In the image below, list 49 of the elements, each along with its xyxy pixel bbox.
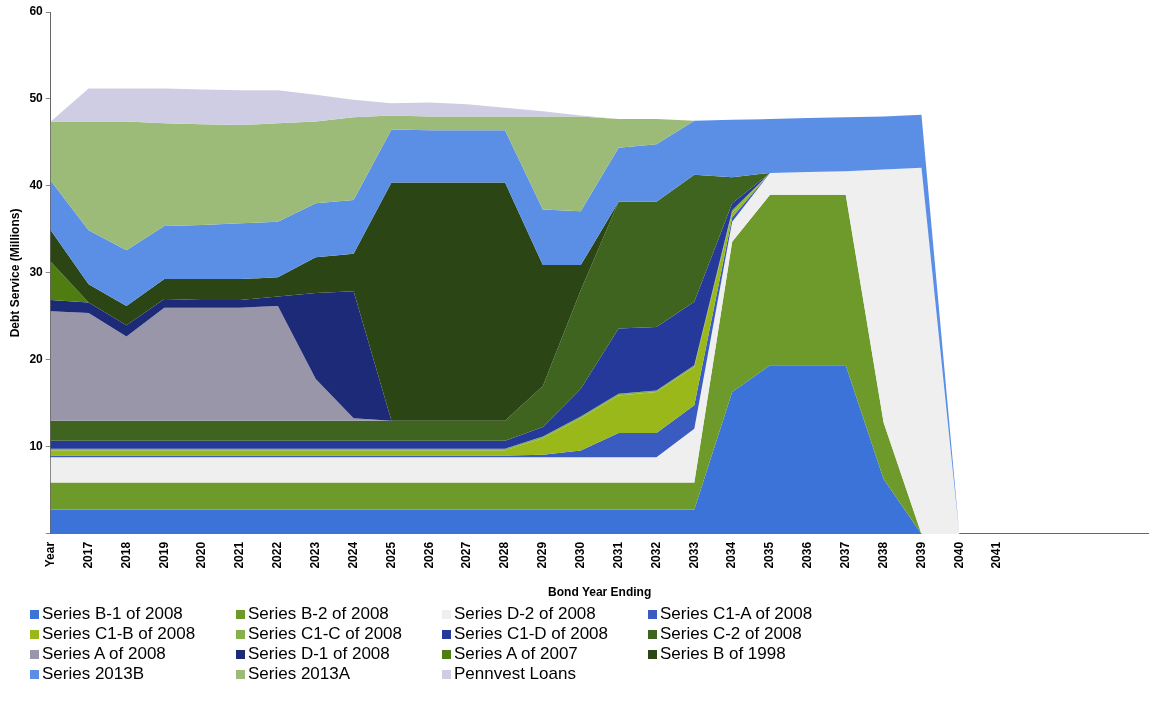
x-tick-label: 2024 xyxy=(345,541,360,569)
x-tick-label: 2039 xyxy=(913,541,928,569)
x-tick-label: 2022 xyxy=(270,541,285,569)
x-tick-label: 2033 xyxy=(686,541,701,569)
legend-label: Series C1-A of 2008 xyxy=(660,604,813,624)
x-tick-label: 2027 xyxy=(459,541,474,569)
x-tick-label: 2030 xyxy=(573,541,588,569)
y-tick-label: 30 xyxy=(29,265,44,280)
x-tick-label: 2038 xyxy=(875,541,890,569)
x-tick-label: 2034 xyxy=(724,541,739,569)
x-tick-label: 2025 xyxy=(383,541,398,569)
x-tick-label: 2023 xyxy=(308,541,323,569)
x-tick-label: 2041 xyxy=(989,541,1004,569)
x-tick-label: Year xyxy=(43,541,58,568)
legend-label: Series 2013A xyxy=(248,664,351,684)
legend-label: Series D-2 of 2008 xyxy=(454,604,596,624)
legend-label: Series C1-B of 2008 xyxy=(42,624,196,644)
x-tick-label: 2028 xyxy=(497,541,512,569)
y-axis-title: Debt Service (Millions) xyxy=(7,208,22,338)
x-axis-title: Bond Year Ending xyxy=(548,585,652,600)
legend-label: Series C1-C of 2008 xyxy=(248,624,403,644)
x-tick-label: 2037 xyxy=(838,541,853,569)
legend-label: Series C-2 of 2008 xyxy=(660,624,802,644)
x-tick-label: 2018 xyxy=(118,541,133,569)
y-tick-label: 40 xyxy=(29,178,44,193)
x-tick-label: 2029 xyxy=(535,541,550,569)
legend-label: Series C1-D of 2008 xyxy=(454,624,609,644)
legend-label: Series 2013B xyxy=(42,664,145,684)
x-tick-label: 2032 xyxy=(648,541,663,569)
legend-label: Series B of 1998 xyxy=(660,644,786,664)
x-tick-label: 2026 xyxy=(421,541,436,569)
y-tick-label: 50 xyxy=(29,91,44,106)
x-tick-label: 2020 xyxy=(194,541,209,569)
y-tick-label: 60 xyxy=(29,4,44,19)
legend-label: Pennvest Loans xyxy=(454,664,576,684)
y-tick-label: 20 xyxy=(29,352,44,367)
x-tick-label: 2031 xyxy=(610,541,625,569)
legend-label: Series B-1 of 2008 xyxy=(42,604,183,624)
x-tick-label: 2035 xyxy=(762,541,777,569)
x-tick-label: 2040 xyxy=(951,541,966,569)
x-tick-label: 2021 xyxy=(232,541,247,569)
x-tick-label: 2036 xyxy=(800,541,815,569)
legend-label: Series D-1 of 2008 xyxy=(248,644,390,664)
legend-label: Series B-2 of 2008 xyxy=(248,604,389,624)
x-tick-label: 2019 xyxy=(156,541,171,569)
legend-label: Series A of 2008 xyxy=(42,644,166,664)
legend-label: Series A of 2007 xyxy=(454,644,578,664)
x-tick-label: 2017 xyxy=(80,541,95,569)
y-tick-label: 10 xyxy=(29,439,44,454)
